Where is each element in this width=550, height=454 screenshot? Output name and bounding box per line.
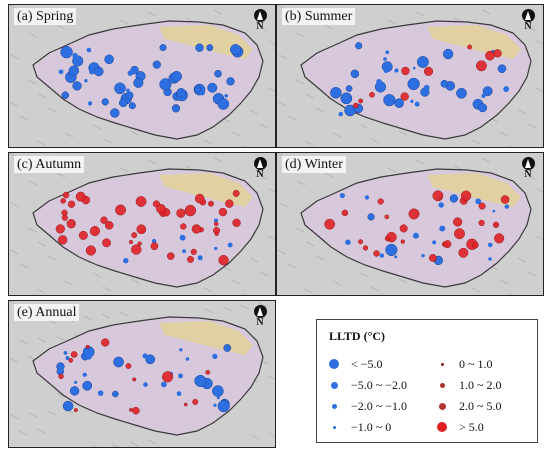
north-label: N [524, 169, 532, 180]
legend-title: LLTD (°C) [329, 329, 386, 343]
map-panel-spring: (a) Spring N [8, 4, 276, 148]
panel-label-annual: (e) Annual [14, 304, 80, 321]
legend-symbol-icon [438, 402, 446, 410]
panel-label-summer: (b) Summer [282, 8, 356, 25]
north-label: N [256, 21, 264, 32]
legend-item-lt-minus5: < −5.0 [323, 356, 383, 372]
north-label: N [256, 317, 264, 328]
map-spring [9, 5, 275, 147]
map-autumn [9, 153, 275, 295]
north-arrow-icon [253, 157, 267, 170]
legend-symbol-icon [439, 382, 445, 388]
map-panel-annual: (e) Annual N [8, 300, 276, 448]
north-arrow-winter: N [520, 157, 536, 180]
north-arrow-icon [521, 157, 535, 170]
legend: LLTD (°C) < −5.0 −5.0 ~ −2.0 −2.0 ~ −1.0… [316, 319, 538, 443]
map-panel-autumn: (c) Autumn N [8, 152, 276, 296]
north-arrow-spring: N [252, 9, 268, 32]
north-arrow-icon [521, 9, 535, 22]
panel-label-winter: (d) Winter [282, 156, 346, 173]
legend-item-minus5-minus2: −5.0 ~ −2.0 [323, 377, 407, 393]
legend-symbol-icon [437, 422, 447, 432]
legend-item-0-1: 0 ~ 1.0 [431, 356, 493, 372]
panel-label-autumn: (c) Autumn [14, 156, 85, 173]
map-annual [9, 301, 275, 447]
map-winter [277, 153, 543, 295]
map-panel-winter: (d) Winter N [276, 152, 544, 296]
legend-item-minus2-minus1: −2.0 ~ −1.0 [323, 398, 407, 414]
legend-symbol-icon [330, 381, 338, 389]
north-arrow-icon [253, 9, 267, 22]
legend-item-gt-5: > 5.0 [431, 419, 484, 435]
north-arrow-autumn: N [252, 157, 268, 180]
map-summer [277, 5, 543, 147]
north-label: N [256, 169, 264, 180]
map-panel-summer: (b) Summer N [276, 4, 544, 148]
legend-item-1-2: 1.0 ~ 2.0 [431, 377, 502, 393]
north-arrow-annual: N [252, 305, 268, 328]
legend-item-2-5: 2.0 ~ 5.0 [431, 398, 502, 414]
legend-item-minus1-0: −1.0 ~ 0 [323, 419, 391, 435]
north-arrow-summer: N [520, 9, 536, 32]
legend-symbol-icon [332, 425, 336, 429]
panel-label-spring: (a) Spring [14, 8, 77, 25]
legend-symbol-icon [329, 359, 339, 369]
north-label: N [524, 21, 532, 32]
north-arrow-icon [253, 305, 267, 318]
legend-symbol-icon [440, 362, 444, 366]
legend-symbol-icon [331, 403, 337, 409]
